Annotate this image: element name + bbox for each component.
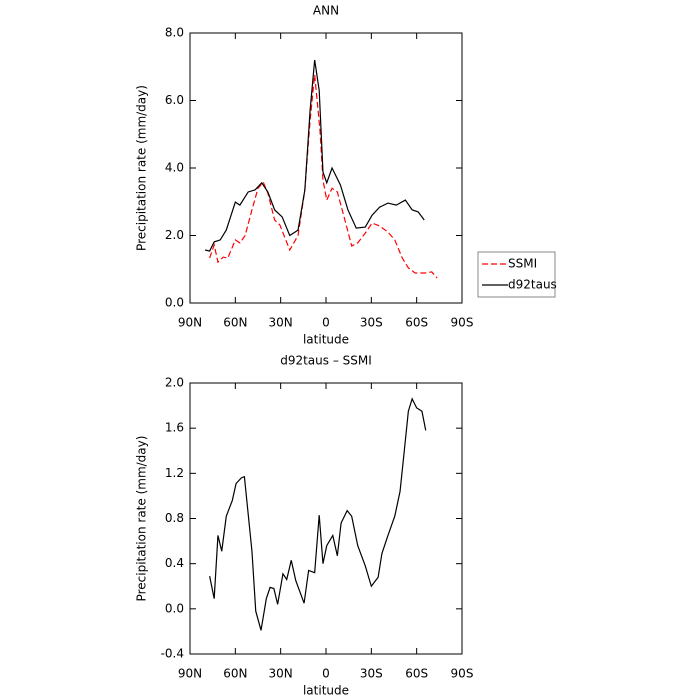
plot-frame — [189, 32, 463, 304]
y-tick-label: 4.0 — [165, 161, 184, 175]
x-tick-label: 90S — [451, 316, 474, 330]
x-tick-label: 90N — [178, 316, 202, 330]
x-tick-label: 0 — [322, 667, 330, 681]
y-axis-label: Precipitation rate (mm/day) — [135, 436, 149, 602]
x-axis-label: latitude — [303, 684, 349, 698]
y-tick-label: 2.0 — [165, 376, 184, 390]
chart-title: d92taus – SSMI — [280, 354, 372, 368]
y-tick-label: 1.2 — [165, 466, 184, 480]
y-tick-label: 0.0 — [165, 296, 184, 310]
x-tick-label: 0 — [322, 316, 330, 330]
x-tick-label: 60N — [223, 667, 247, 681]
x-tick-label: 30N — [269, 667, 293, 681]
x-tick-label: 30S — [360, 667, 383, 681]
y-tick-label: 0.4 — [165, 556, 184, 570]
y-axis-label: Precipitation rate (mm/day) — [135, 85, 149, 251]
legend-label: d92taus — [508, 278, 557, 292]
x-tick-label: 60N — [223, 316, 247, 330]
y-tick-label: 0.8 — [165, 511, 184, 525]
x-tick-label: 60S — [405, 316, 428, 330]
y-tick-label: 2.0 — [165, 228, 184, 242]
chart-title: ANN — [313, 4, 339, 18]
data-line — [209, 397, 427, 631]
x-axis-label: latitude — [303, 333, 349, 347]
x-tick-label: 60S — [405, 667, 428, 681]
x-tick-label: 90S — [451, 667, 474, 681]
y-tick-label: 6.0 — [165, 93, 184, 107]
plot-frame — [189, 382, 463, 655]
y-tick-label: 1.6 — [165, 421, 184, 435]
data-line — [204, 59, 425, 252]
y-tick-label: -0.4 — [161, 647, 184, 661]
x-tick-label: 30S — [360, 316, 383, 330]
y-tick-label: 8.0 — [165, 26, 184, 40]
y-tick-label: 0.0 — [165, 601, 184, 615]
legend-label: SSMI — [508, 257, 537, 271]
x-tick-label: 30N — [269, 316, 293, 330]
x-tick-label: 90N — [178, 667, 202, 681]
legend-box — [477, 251, 556, 298]
data-line — [209, 74, 438, 279]
